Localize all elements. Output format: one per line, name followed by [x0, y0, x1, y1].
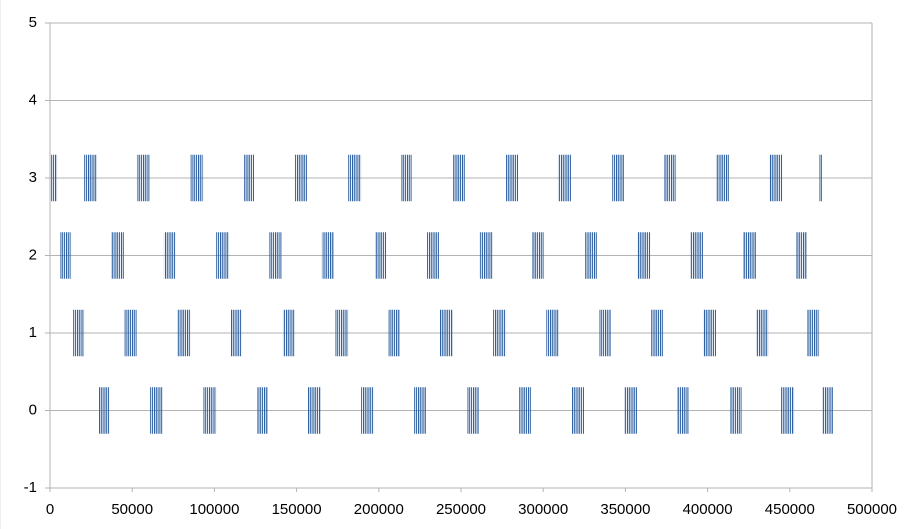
burst — [690, 232, 703, 279]
burst — [769, 154, 783, 202]
burst — [479, 232, 493, 279]
burst — [452, 154, 465, 202]
burst — [637, 232, 651, 279]
burst — [190, 154, 204, 202]
burst — [624, 387, 638, 434]
burst — [110, 232, 124, 279]
burst — [664, 154, 677, 202]
burst — [557, 154, 571, 202]
burst — [571, 387, 584, 434]
x-tick-label: 100000 — [189, 501, 239, 518]
burst — [781, 387, 795, 434]
burst — [822, 387, 834, 434]
burst — [506, 154, 519, 202]
burst — [729, 387, 742, 434]
y-tick-label: 3 — [29, 169, 37, 186]
burst — [243, 154, 255, 202]
burst — [231, 309, 243, 357]
burst — [677, 387, 690, 434]
burst — [743, 232, 757, 279]
burst — [467, 387, 480, 434]
x-tick-label: 0 — [46, 501, 54, 518]
x-tick-label: 250000 — [436, 501, 486, 518]
x-tick-label: 350000 — [600, 501, 650, 518]
burst — [796, 232, 808, 279]
y-tick-label: 1 — [29, 324, 37, 341]
burst — [651, 309, 664, 357]
burst — [702, 309, 716, 357]
burst — [216, 232, 230, 279]
burst — [400, 154, 413, 202]
burst — [60, 232, 72, 279]
x-tick-label: 400000 — [683, 501, 733, 518]
x-tick-label: 500000 — [847, 501, 897, 518]
burst — [256, 387, 268, 434]
burst — [546, 309, 559, 357]
burst — [348, 154, 362, 202]
burst — [715, 154, 729, 202]
burst — [361, 387, 375, 434]
burst — [584, 232, 597, 279]
burst — [282, 309, 295, 357]
y-tick-label: 4 — [29, 91, 37, 108]
burst — [519, 387, 532, 434]
x-tick-label: 450000 — [765, 501, 815, 518]
burst — [335, 309, 349, 357]
burst — [413, 387, 426, 434]
burst — [756, 309, 769, 357]
y-tick-label: 5 — [29, 14, 37, 31]
burst — [84, 154, 98, 202]
x-tick-label: 300000 — [518, 501, 568, 518]
x-tick-label: 200000 — [354, 501, 404, 518]
burst — [375, 232, 387, 279]
burst — [98, 387, 111, 434]
burst — [388, 309, 401, 357]
x-tick-label: 150000 — [272, 501, 322, 518]
burst — [439, 309, 453, 357]
burst — [599, 309, 612, 357]
burst — [819, 154, 823, 202]
y-tick-label: 0 — [29, 401, 37, 418]
burst — [268, 232, 282, 279]
burst — [612, 154, 625, 202]
burst — [163, 232, 176, 279]
burst — [807, 309, 820, 357]
burst — [532, 232, 545, 279]
burst — [294, 154, 307, 202]
y-tick-label: 2 — [29, 246, 37, 263]
burst — [136, 154, 150, 202]
burst — [149, 387, 163, 434]
y-tick-label: -1 — [24, 479, 37, 496]
burst — [73, 309, 85, 357]
x-tick-label: 50000 — [111, 501, 153, 518]
burst — [307, 387, 321, 434]
burst — [493, 309, 507, 357]
burst — [177, 309, 191, 357]
burst — [321, 232, 334, 279]
burst — [50, 154, 58, 202]
burst — [123, 309, 137, 357]
burst — [426, 232, 439, 279]
burst — [203, 387, 217, 434]
